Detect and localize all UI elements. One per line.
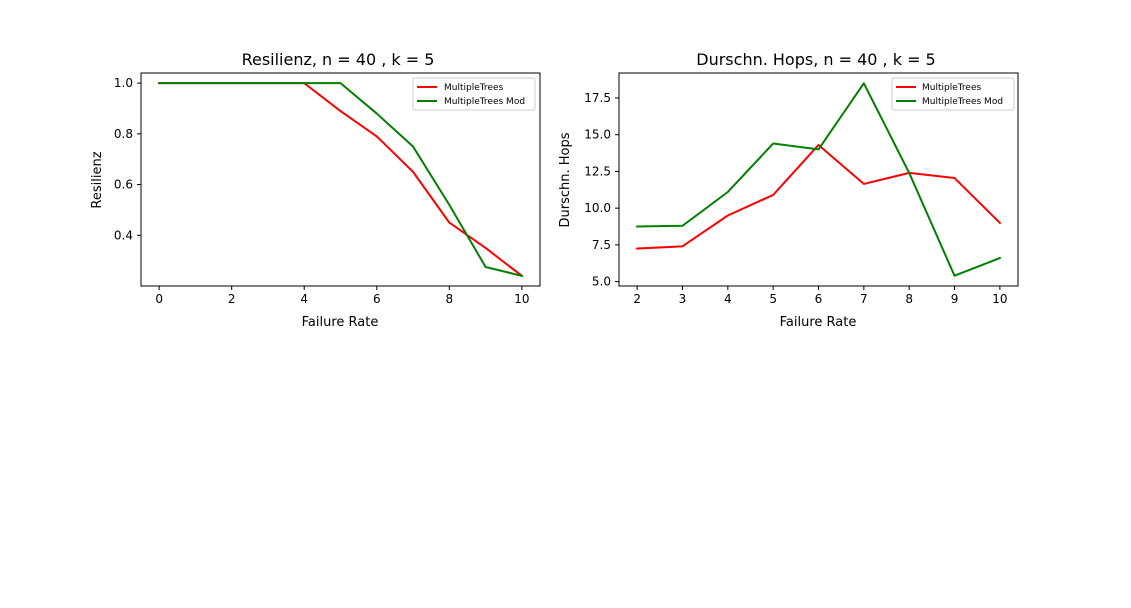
x-tick-label: 4 — [300, 292, 308, 306]
chart-title: Durschn. Hops, n = 40 , k = 5 — [696, 50, 935, 69]
x-tick-label: 10 — [992, 292, 1007, 306]
plot-frame — [618, 72, 1019, 287]
legend-box — [412, 77, 536, 111]
x-tick-label: 9 — [951, 292, 959, 306]
x-tick-label: 8 — [445, 292, 453, 306]
x-tick-label: 10 — [514, 292, 529, 306]
legend: MultipleTrees MultipleTrees Mod — [412, 77, 536, 111]
x-tick-label: 2 — [633, 292, 641, 306]
y-tick-label: 5.0 — [592, 275, 611, 289]
x-tick-label: 4 — [724, 292, 732, 306]
chart-resilienz: Resilienz, n = 40 , k = 5 Failure Rate R… — [90, 50, 541, 330]
y-tick-label: 0.8 — [114, 127, 133, 141]
x-tick-label: 6 — [815, 292, 823, 306]
x-tick-label: 5 — [769, 292, 777, 306]
plot-frame — [140, 72, 541, 287]
x-tick-label: 2 — [228, 292, 236, 306]
x-axis-label: Failure Rate — [302, 315, 379, 330]
y-axis-label: Durschn. Hops — [558, 132, 573, 227]
x-tick-label: 3 — [679, 292, 687, 306]
legend-box — [891, 77, 1015, 111]
legend-label-multipletrees: MultipleTrees — [444, 83, 504, 93]
chart-title: Resilienz, n = 40 , k = 5 — [242, 50, 435, 69]
y-tick-label: 1.0 — [114, 76, 133, 90]
chart-durschn-hops: Durschn. Hops, n = 40 , k = 5 Failure Ra… — [558, 50, 1019, 330]
y-tick-label: 0.6 — [114, 178, 133, 192]
legend: MultipleTrees MultipleTrees Mod — [891, 77, 1015, 111]
x-axis-label: Failure Rate — [780, 315, 857, 330]
x-tick-label: 8 — [905, 292, 913, 306]
legend-label-multipletrees-mod: MultipleTrees Mod — [444, 97, 525, 107]
y-tick-label: 0.4 — [114, 228, 133, 242]
y-tick-label: 10.0 — [584, 201, 611, 215]
y-tick-label: 17.5 — [584, 91, 611, 105]
legend-label-multipletrees: MultipleTrees — [922, 83, 982, 93]
y-tick-label: 12.5 — [584, 164, 611, 178]
x-tick-label: 6 — [373, 292, 381, 306]
y-tick-label: 15.0 — [584, 128, 611, 142]
x-tick-label: 0 — [155, 292, 163, 306]
x-tick-label: 7 — [860, 292, 868, 306]
y-tick-label: 7.5 — [592, 238, 611, 252]
legend-label-multipletrees-mod: MultipleTrees Mod — [922, 97, 1003, 107]
y-axis-label: Resilienz — [90, 151, 105, 208]
